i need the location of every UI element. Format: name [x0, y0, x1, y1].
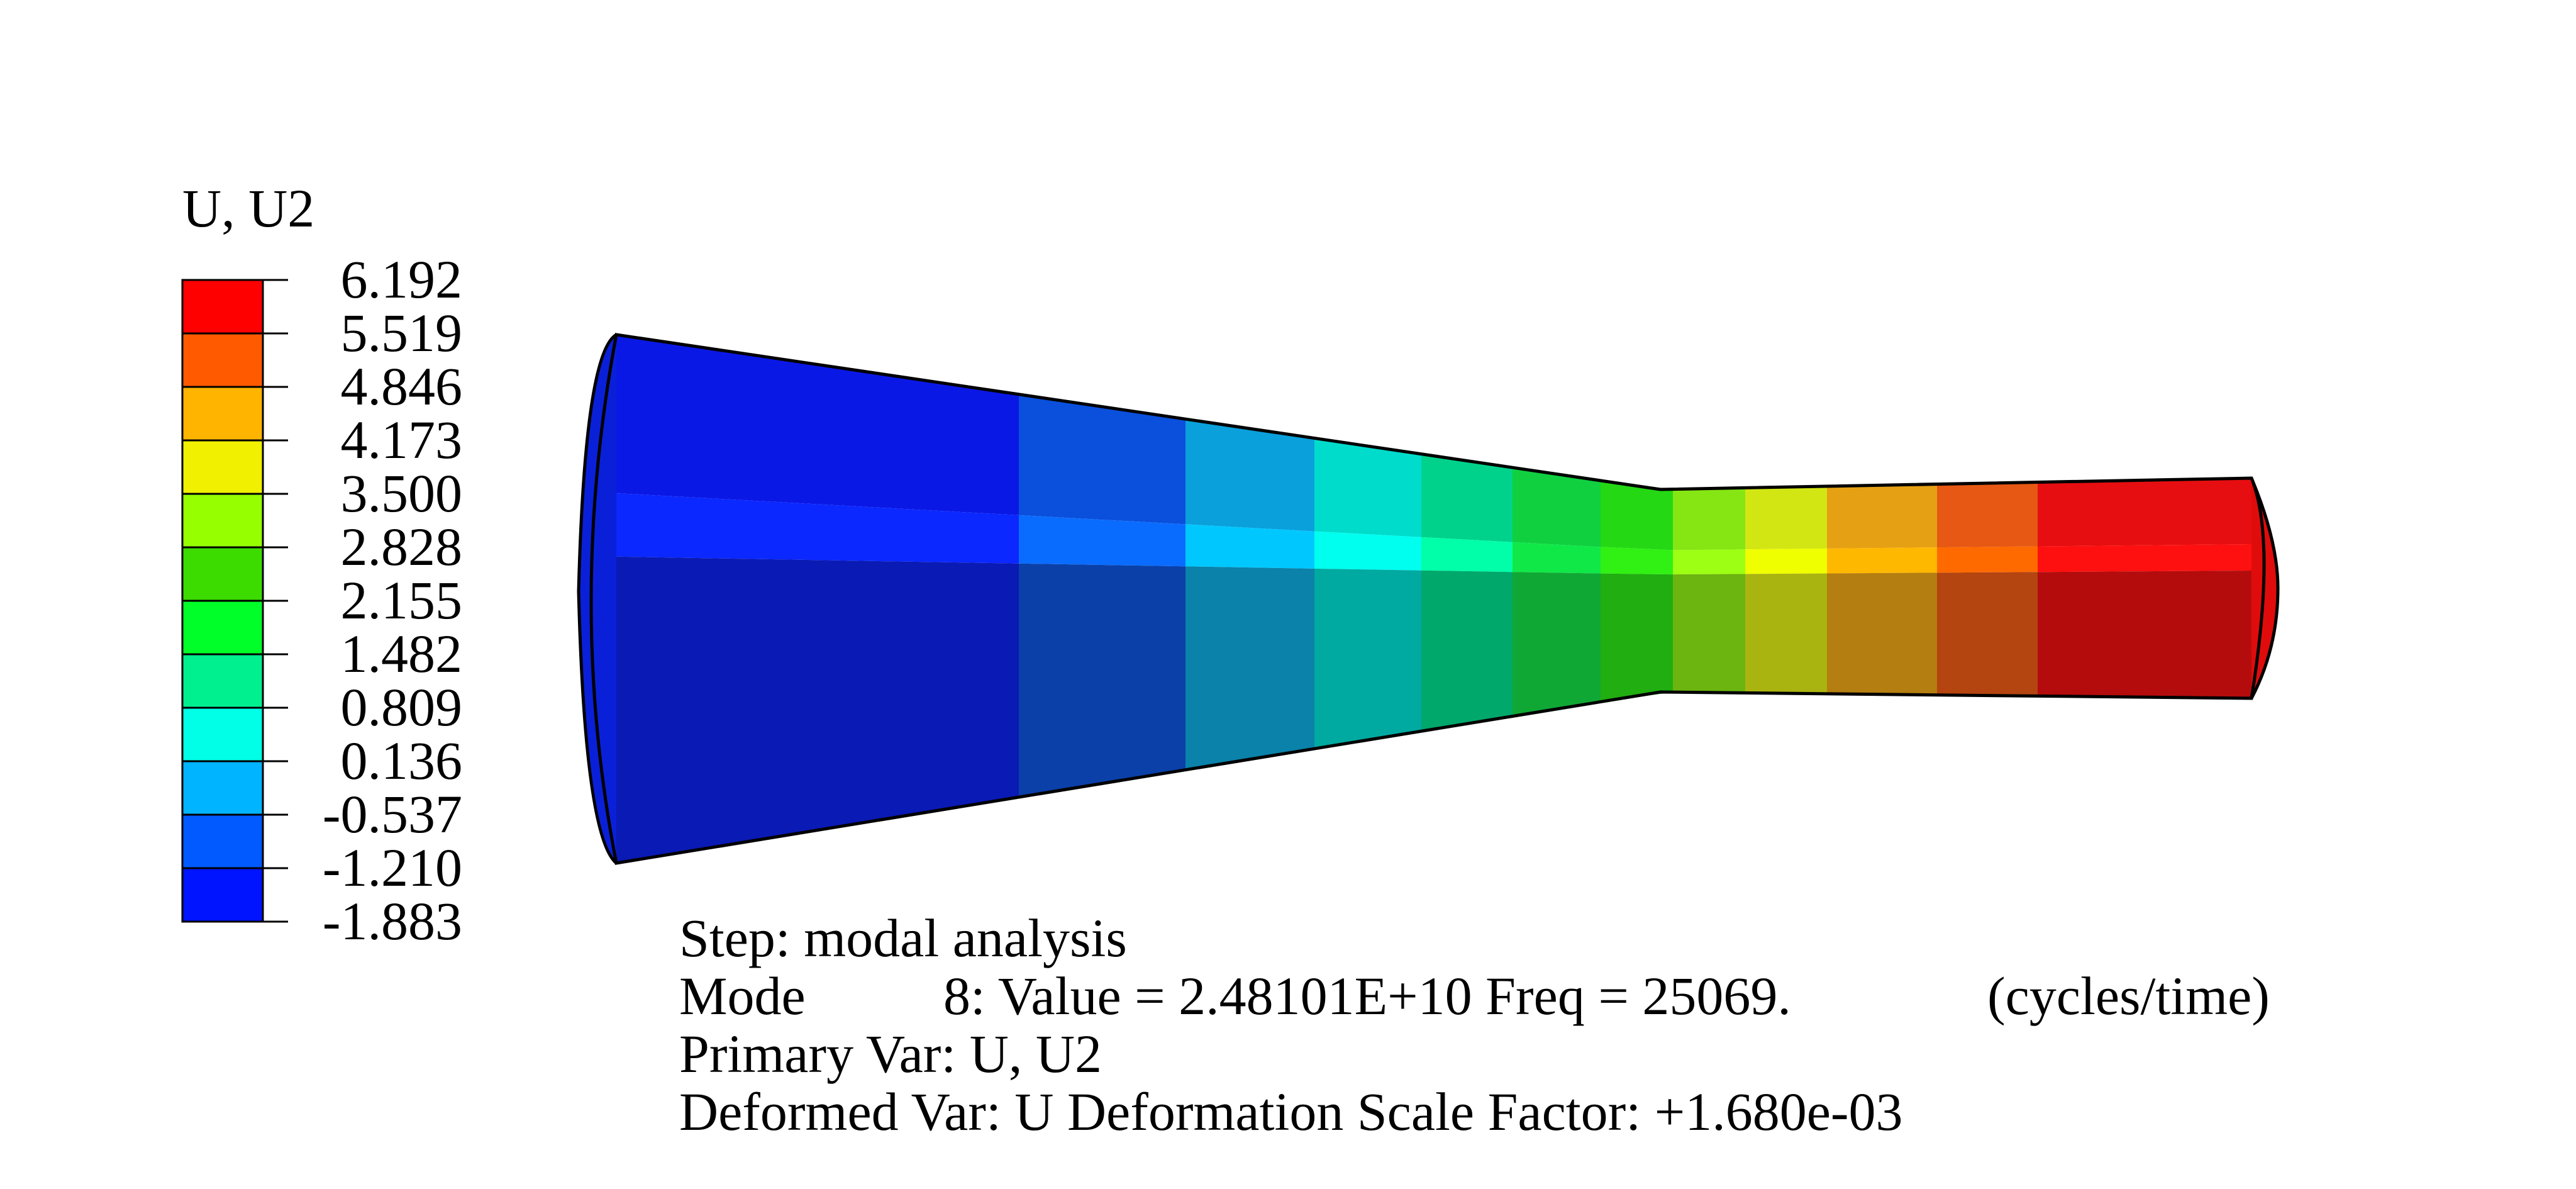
legend-swatch [181, 867, 264, 923]
mode-units: (cycles/time) [1987, 966, 2270, 1026]
contour-band [1513, 572, 1601, 717]
legend-label: 2.828 [341, 516, 463, 577]
legend-label: -0.537 [323, 784, 462, 844]
legend-title: U, U2 [182, 178, 314, 238]
contour-band [1185, 419, 1314, 532]
left-end-fill [579, 335, 616, 863]
contour-band [1745, 548, 1827, 574]
contour-band [2038, 544, 2251, 572]
legend-label: 2.155 [341, 570, 463, 630]
contour-band [1513, 542, 1601, 574]
contour-band [1185, 566, 1314, 770]
contour-band [1019, 563, 1185, 798]
contour-band [1019, 394, 1185, 525]
legend-label: -1.210 [323, 837, 462, 898]
contour-band [616, 335, 1019, 515]
contour-band [1513, 467, 1601, 547]
analysis-info: Step: modal analysis Mode 8: Value = 2.4… [679, 908, 2270, 1142]
contour-band [1673, 574, 1745, 693]
contour-band [1745, 486, 1827, 550]
contour-band [1019, 515, 1185, 567]
legend-labels: 6.1925.5194.8464.1733.5002.8282.1551.482… [323, 249, 462, 951]
legend-ticks [263, 279, 288, 923]
mode-label: Mode [679, 966, 806, 1026]
legend-swatch [181, 493, 264, 549]
contour-band [616, 493, 1019, 564]
legend-swatch [181, 386, 264, 442]
legend-swatch [181, 439, 264, 495]
model-bands [579, 335, 2278, 863]
legend-swatch [181, 653, 264, 709]
mode-detail: 8: Value = 2.48101E+10 Freq = 25069. [943, 966, 1791, 1026]
contour-band [1601, 547, 1673, 575]
left-end-cap [577, 333, 618, 864]
legend-swatch [181, 600, 264, 656]
contour-band [1827, 484, 1937, 549]
contour-band [1421, 570, 1513, 732]
contour-band [1314, 531, 1421, 571]
contour-band [1673, 549, 1745, 575]
contour-band [1673, 488, 1745, 550]
contour-band [1185, 524, 1314, 569]
contour-band [2038, 478, 2251, 547]
legend-label: 0.809 [341, 677, 463, 737]
step-line: Step: modal analysis [679, 908, 1127, 968]
contour-band [1314, 568, 1421, 749]
legend-label: 6.192 [341, 249, 463, 310]
legend-swatch [181, 706, 264, 762]
legend-label: -1.883 [323, 891, 462, 951]
legend-label: 3.500 [341, 463, 463, 523]
legend-label: 5.519 [341, 303, 463, 363]
contour-band [1937, 482, 2038, 548]
contour-band [1827, 547, 1937, 574]
contour-band [2038, 571, 2251, 698]
contour-band [1421, 454, 1513, 542]
contour-band [1827, 572, 1937, 695]
legend-label: 1.482 [341, 623, 463, 684]
contour-band [616, 556, 1019, 863]
right-end-cap [2250, 477, 2280, 700]
legend-label: 0.136 [341, 730, 463, 791]
legend-swatch [181, 813, 264, 869]
primary-var-line: Primary Var: U, U2 [679, 1024, 1102, 1084]
contour-band [1601, 480, 1673, 550]
deformed-model [577, 333, 2280, 865]
contour-band [1937, 546, 2038, 573]
deformed-var-line: Deformed Var: U Deformation Scale Factor… [679, 1081, 1903, 1142]
contour-band [1745, 573, 1827, 694]
legend-label: 4.846 [341, 356, 463, 416]
legend-swatch [181, 760, 264, 816]
model-outline [589, 333, 2266, 865]
contour-band [1601, 573, 1673, 702]
contour-band [1421, 537, 1513, 572]
legend-swatch [181, 332, 264, 388]
contour-band [1314, 438, 1421, 537]
contour-legend: U, U2 6.1925.5194.8464.1733.5002.8282.15… [181, 178, 462, 951]
legend-swatch [181, 546, 264, 602]
legend-swatches [181, 279, 264, 923]
legend-label: 4.173 [341, 410, 463, 470]
legend-swatch [181, 279, 264, 335]
contour-band [1937, 572, 2038, 696]
